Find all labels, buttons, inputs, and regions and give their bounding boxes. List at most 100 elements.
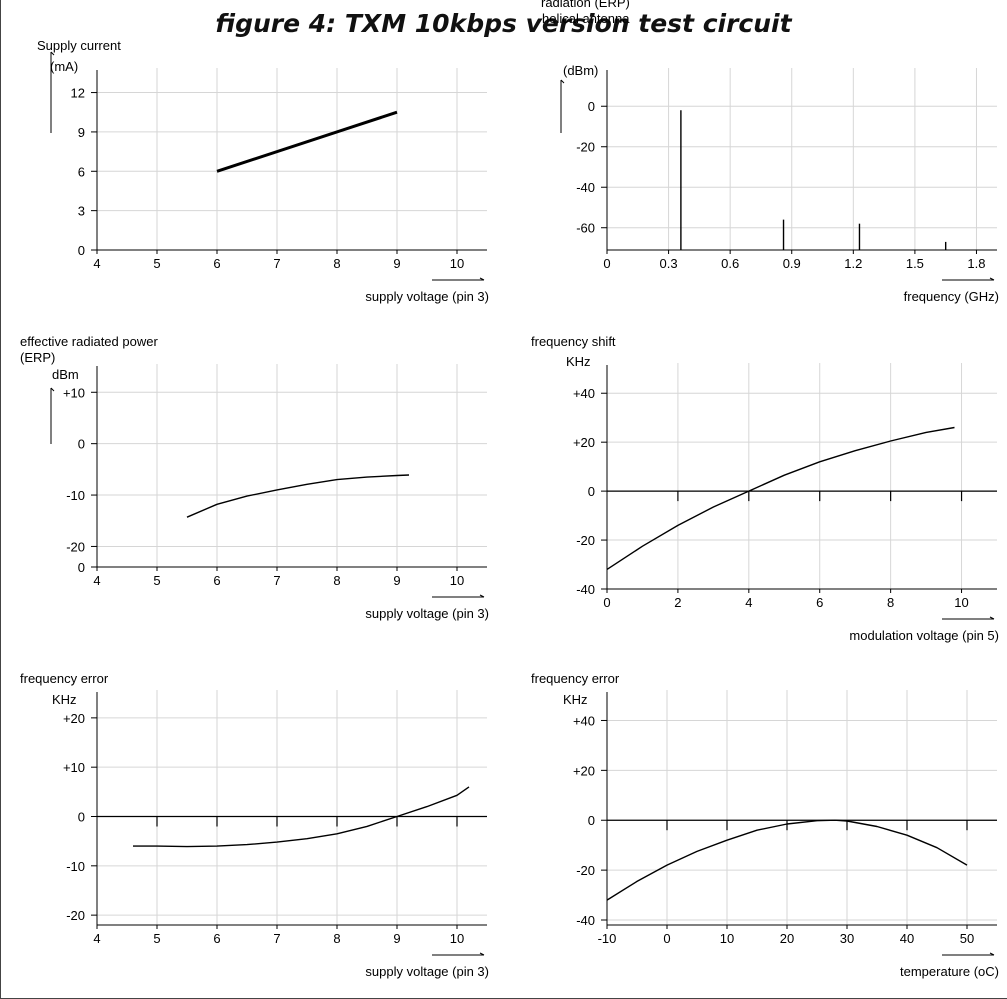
x-tick-label: 30 bbox=[840, 931, 854, 946]
y-tick-label: 0 bbox=[78, 243, 85, 258]
chart-panel-4: +40 +20 0 -20 -40 0 2 4 6 8 10 frequency shift KHz mo… bbox=[531, 334, 999, 643]
x-tick-label: 4 bbox=[93, 256, 100, 271]
x-tick-label: -10 bbox=[598, 931, 617, 946]
chart-panel-6: +40 +20 0 -20 -40-10 0 10 20 30 40 50 frequency err… bbox=[531, 671, 999, 979]
data-line bbox=[216, 110, 398, 173]
y-tick-label: +20 bbox=[573, 763, 595, 778]
y-direction-arrowhead bbox=[50, 51, 55, 56]
y-tick-label: 3 bbox=[78, 204, 85, 219]
x-tick-label: 6 bbox=[213, 931, 220, 946]
x-tick-label: 2 bbox=[674, 595, 681, 610]
y-tick-label: +40 bbox=[573, 713, 595, 728]
chart-panel-1: 0 3 6 9 12 4 5 6 7 8 9 10 Supply current (mA) supply v… bbox=[37, 38, 489, 304]
chart-panel-5: +20 +10 0 -10 -20 4 5 6 7 8 9 10 frequency error KHz s… bbox=[20, 671, 489, 979]
x-tick-label: 10 bbox=[450, 573, 464, 588]
y-tick-label: -20 bbox=[66, 908, 85, 923]
x-tick-label: 40 bbox=[900, 931, 914, 946]
y-tick-label: 9 bbox=[78, 125, 85, 140]
x-tick-label: 6 bbox=[816, 595, 823, 610]
x-tick-label: 9 bbox=[393, 931, 400, 946]
figure-title: figure 4: TXM 10kbps version test circui… bbox=[215, 9, 792, 38]
x-tick-label: 8 bbox=[333, 931, 340, 946]
y-direction-arrowhead bbox=[50, 387, 55, 392]
y-axis-label: effective radiated power bbox=[20, 334, 158, 349]
x-direction-arrowhead bbox=[479, 594, 485, 598]
y-tick-label: -40 bbox=[576, 913, 595, 928]
y-tick-label: -10 bbox=[66, 859, 85, 874]
x-tick-label: 0 bbox=[603, 595, 610, 610]
x-tick-label: 6 bbox=[213, 256, 220, 271]
y-axis-label: frequency error bbox=[20, 671, 109, 686]
x-tick-label: 0.6 bbox=[721, 256, 739, 271]
x-tick-label: 5 bbox=[153, 256, 160, 271]
x-tick-label: 8 bbox=[333, 256, 340, 271]
x-tick-label: 0.3 bbox=[660, 256, 678, 271]
y-tick-label: 12 bbox=[71, 86, 85, 101]
x-tick-label: 6 bbox=[213, 573, 220, 588]
y-tick-label: -60 bbox=[576, 221, 595, 236]
x-tick-label: 4 bbox=[93, 931, 100, 946]
y-tick-label: 0 bbox=[588, 99, 595, 114]
x-tick-label: 8 bbox=[887, 595, 894, 610]
x-tick-label: 4 bbox=[745, 595, 752, 610]
y-axis-label: frequency error bbox=[531, 671, 620, 686]
x-axis-label: supply voltage (pin 3) bbox=[365, 606, 489, 621]
data-line bbox=[186, 474, 410, 518]
x-axis-label: supply voltage (pin 3) bbox=[365, 289, 489, 304]
data-line bbox=[606, 819, 968, 901]
x-tick-label: 7 bbox=[273, 931, 280, 946]
y-axis-label: KHz bbox=[563, 692, 588, 707]
x-direction-arrowhead bbox=[479, 952, 485, 956]
y-tick-label: -20 bbox=[576, 863, 595, 878]
y-tick-label: -40 bbox=[576, 582, 595, 597]
x-tick-label: 5 bbox=[153, 931, 160, 946]
x-tick-label: 10 bbox=[450, 931, 464, 946]
y-axis-label: KHz bbox=[52, 692, 77, 707]
x-tick-label: 9 bbox=[393, 573, 400, 588]
y-tick-label: +10 bbox=[63, 760, 85, 775]
x-tick-label: 20 bbox=[780, 931, 794, 946]
x-axis-label: modulation voltage (pin 5) bbox=[849, 628, 999, 643]
y-axis-label: helical antenna bbox=[542, 11, 630, 26]
y-tick-label: 6 bbox=[78, 164, 85, 179]
x-tick-label: 0 bbox=[603, 256, 610, 271]
x-tick-label: 5 bbox=[153, 573, 160, 588]
y-tick-label: +20 bbox=[63, 711, 85, 726]
y-axis-label: (dBm) bbox=[563, 63, 598, 78]
x-direction-arrowhead bbox=[479, 277, 485, 281]
y-tick-label: -20 bbox=[576, 533, 595, 548]
y-axis-label: Supply current bbox=[37, 38, 121, 53]
x-tick-label: 7 bbox=[273, 256, 280, 271]
x-axis-label: supply voltage (pin 3) bbox=[365, 964, 489, 979]
y-axis-label: (mA) bbox=[50, 59, 78, 74]
x-axis-label: frequency (GHz) bbox=[904, 289, 999, 304]
y-tick-label: +40 bbox=[573, 386, 595, 401]
y-tick-label: -20 bbox=[66, 539, 85, 554]
y-axis-label: radiation (ERP) bbox=[541, 0, 630, 10]
data-line bbox=[606, 426, 955, 570]
y-axis-label: KHz bbox=[566, 354, 591, 369]
x-tick-label: 9 bbox=[393, 256, 400, 271]
x-tick-label: 7 bbox=[273, 573, 280, 588]
y-tick-label: 0 bbox=[78, 810, 85, 825]
x-tick-label: 1.2 bbox=[844, 256, 862, 271]
y-tick-label: -40 bbox=[576, 180, 595, 195]
y-tick-label: 0 bbox=[78, 437, 85, 452]
x-tick-label: 1.8 bbox=[967, 256, 985, 271]
x-tick-label: 4 bbox=[93, 573, 100, 588]
y-tick-label: +20 bbox=[573, 435, 595, 450]
data-line bbox=[133, 786, 470, 848]
y-axis-label: frequency shift bbox=[531, 334, 616, 349]
y-axis-label: (ERP) bbox=[20, 350, 55, 365]
x-direction-arrowhead bbox=[989, 616, 995, 620]
x-tick-label: 10 bbox=[954, 595, 968, 610]
x-tick-label: 10 bbox=[450, 256, 464, 271]
x-axis-label: temperature (oC) bbox=[900, 964, 999, 979]
x-tick-label: 50 bbox=[960, 931, 974, 946]
y-axis-label: dBm bbox=[52, 367, 79, 382]
x-tick-label: 0 bbox=[663, 931, 670, 946]
x-direction-arrowhead bbox=[989, 277, 995, 281]
x-tick-label: 1.5 bbox=[906, 256, 924, 271]
